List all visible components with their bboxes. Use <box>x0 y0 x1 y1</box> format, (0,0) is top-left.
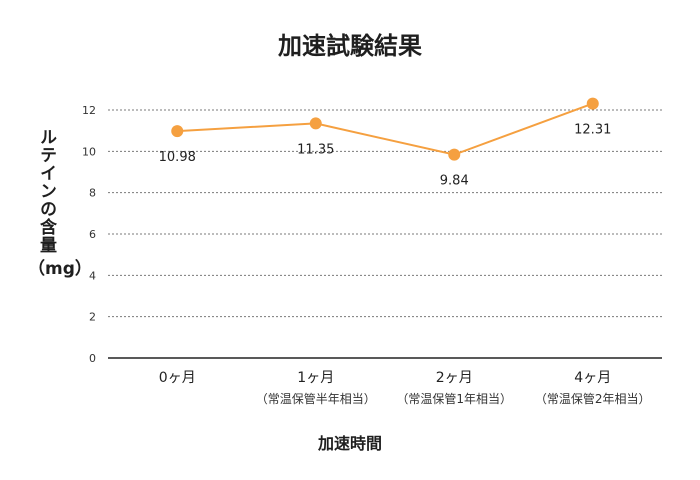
x-tick-sublabel: （常温保管半年相当） <box>256 391 376 406</box>
data-label: 12.31 <box>574 123 611 138</box>
data-point <box>171 125 184 138</box>
chart-title: 加速試験結果 <box>278 32 422 60</box>
y-tick-label: 12 <box>82 104 96 117</box>
y-tick-label: 8 <box>89 187 96 200</box>
x-tick-label: 0ヶ月 <box>159 370 196 386</box>
y-tick-label: 10 <box>82 145 96 158</box>
y-tick-label: 4 <box>89 269 96 282</box>
series-line <box>177 102 594 156</box>
x-tick-sublabel: （常温保管2年相当） <box>535 391 651 406</box>
x-tick-label: 1ヶ月 <box>297 370 334 386</box>
data-label: 10.98 <box>159 150 196 165</box>
x-tick-label: 2ヶ月 <box>436 370 473 386</box>
y-tick-label: 6 <box>89 228 96 241</box>
data-label: 11.35 <box>297 142 334 157</box>
data-point <box>309 117 322 130</box>
data-point <box>448 148 461 161</box>
x-tick-label: 4ヶ月 <box>574 370 611 386</box>
y-tick-label: 0 <box>89 352 96 365</box>
x-tick-sublabel: （常温保管1年相当） <box>396 391 512 406</box>
data-point <box>586 97 599 110</box>
y-axis-label: ルテインの含量 <box>36 128 56 254</box>
x-axis-label: 加速時間 <box>317 434 382 453</box>
y-tick-label: 2 <box>89 311 96 324</box>
data-label: 9.84 <box>440 174 469 189</box>
